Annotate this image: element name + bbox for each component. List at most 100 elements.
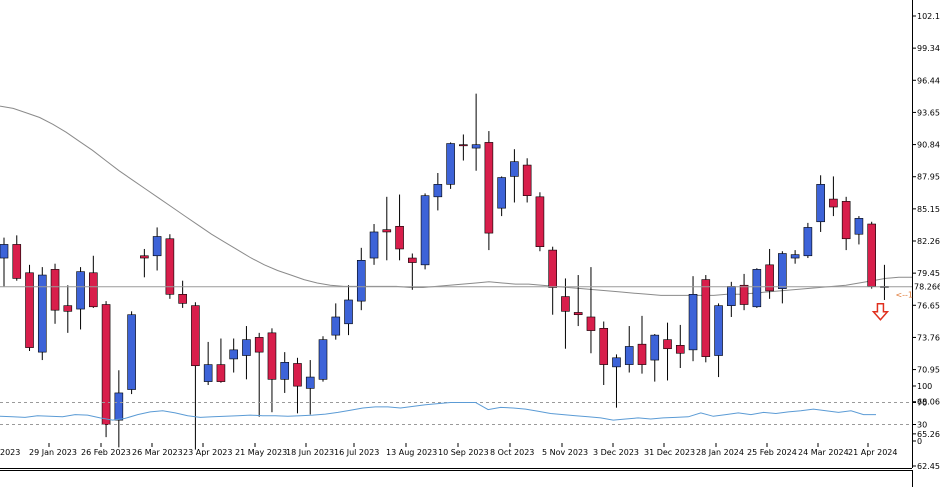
candle-bear [663, 339, 672, 350]
oscillator-axis: 100 70 30 0 [912, 382, 932, 446]
candle-bull [356, 260, 366, 302]
time-axis-label: 25 Feb 2024 [747, 448, 797, 457]
candle-bull [305, 376, 315, 389]
candle-bear [841, 201, 851, 240]
candle-bear [395, 225, 404, 250]
candle-bear [165, 238, 175, 295]
price-axis-label: 99.345 [917, 44, 940, 53]
price-pane[interactable]: 102.15 99.345 96.445 93.650 90.845 87.955 85.1… [0, 0, 940, 471]
candles-layer [0, 93, 889, 450]
oscillator-axis-label: 0 [917, 437, 922, 446]
candle-bull [37, 274, 47, 353]
current-price-tag-background [913, 281, 940, 293]
price-arrow-label: <--1 [895, 290, 913, 299]
candle-bear [382, 229, 392, 233]
time-axis-label: 23 Apr 2023 [183, 448, 232, 457]
candle-bear [12, 244, 22, 279]
time-axis-label: 16 Jul 2023 [334, 448, 379, 457]
candle-bull [790, 254, 800, 259]
candle-bull [778, 253, 787, 289]
candle-bear [867, 223, 876, 287]
candle-bear [675, 345, 685, 354]
candle-bull [152, 236, 162, 257]
time-axis-label: 31 Dec 2023 [644, 448, 695, 457]
time-axis-label: 24 Mar 2024 [798, 448, 849, 457]
candle-bull [624, 346, 634, 365]
candle-bull [242, 339, 251, 356]
candle-bull [280, 362, 290, 380]
candle-bear [50, 269, 60, 311]
candle-bull [344, 299, 353, 325]
time-axis-label: 8 Oct 2023 [490, 448, 534, 457]
candle-bear [637, 343, 647, 365]
candle-bull [331, 316, 341, 336]
candle-bear [522, 164, 532, 196]
candle-bear [89, 272, 98, 308]
price-axis-label: 70.955 [917, 366, 940, 375]
price-axis-label: 73.760 [917, 333, 940, 342]
price-axis-label: 96.445 [917, 76, 940, 85]
candle-bear [459, 144, 468, 147]
candle-bull [76, 271, 85, 310]
candle-bull [203, 364, 213, 382]
oscillator-axis-label: 100 [917, 382, 932, 391]
time-axis-label: 26 Mar 2023 [132, 448, 183, 457]
price-axis-label: 102.15 [917, 12, 940, 21]
price-axis: 102.15 99.345 96.445 93.650 90.845 87.955 85.1… [912, 12, 940, 471]
time-axis-label: 18 Jun 2023 [286, 448, 334, 457]
time-axis-label: 13 Aug 2023 [386, 448, 437, 457]
candle-bear [573, 312, 583, 316]
candle-bull [752, 269, 762, 308]
price-axis-label: 68.065 [917, 398, 940, 407]
time-axis: 2023 29 Jan 2023 26 Feb 2023 26 Mar 2023 23 … [0, 443, 897, 457]
candle-bull [114, 392, 124, 421]
candle-bear [561, 296, 570, 312]
price-axis-label: 90.845 [917, 141, 940, 150]
candle-bull [714, 305, 723, 356]
candle-bull [816, 184, 825, 223]
time-axis-label: 28 Jan 2024 [696, 448, 744, 457]
price-axis-label: 62.455 [917, 462, 940, 471]
oscillator-line [0, 402, 876, 421]
price-axis-label: 82.260 [917, 237, 940, 246]
candle-bull [650, 334, 660, 361]
oscillator-pane[interactable]: 100 70 30 0 [0, 382, 932, 487]
price-axis-label: 85.155 [917, 205, 940, 214]
time-axis-label: 21 May 2023 [235, 448, 287, 457]
sell-signal-arrow-icon[interactable] [871, 303, 890, 321]
current-price-tag: 78.266 [913, 281, 940, 293]
candle-bear [25, 272, 34, 348]
candle-bear [267, 332, 277, 380]
candle-bear [293, 363, 302, 387]
time-axis-label: 26 Feb 2023 [81, 448, 131, 457]
candle-bear [254, 337, 264, 353]
time-axis-label: 29 Jan 2023 [29, 448, 77, 457]
candle-bull [420, 195, 430, 266]
candle-bull [612, 357, 621, 368]
candle-bear [178, 294, 187, 304]
time-axis-label: 5 Nov 2023 [542, 448, 588, 457]
candle-bull [510, 161, 519, 177]
candle-bear [829, 198, 838, 208]
candle-bull [0, 244, 9, 259]
oscillator-axis-label: 30 [917, 421, 927, 430]
time-axis-label: 10 Sep 2023 [438, 448, 489, 457]
candle-bear [586, 316, 596, 331]
candle-bear [216, 364, 226, 382]
candle-bear [484, 142, 494, 234]
oscillator-axis-label: 70 [917, 399, 927, 408]
candle-bull [497, 177, 506, 209]
price-axis-label: 93.650 [917, 108, 940, 117]
candle-bear [535, 196, 545, 247]
candle-bull [803, 227, 813, 257]
candle-bull [727, 286, 736, 306]
candle-bull [229, 349, 238, 360]
candle-bull [688, 294, 698, 351]
candle-bull [127, 314, 136, 390]
candle-bull [433, 184, 443, 198]
candle-bear [140, 255, 149, 259]
candle-bull [446, 143, 455, 185]
price-axis-label: 65.260 [917, 430, 940, 439]
price-axis-label: 76.650 [917, 301, 940, 310]
time-axis-label: 2023 [0, 448, 20, 457]
